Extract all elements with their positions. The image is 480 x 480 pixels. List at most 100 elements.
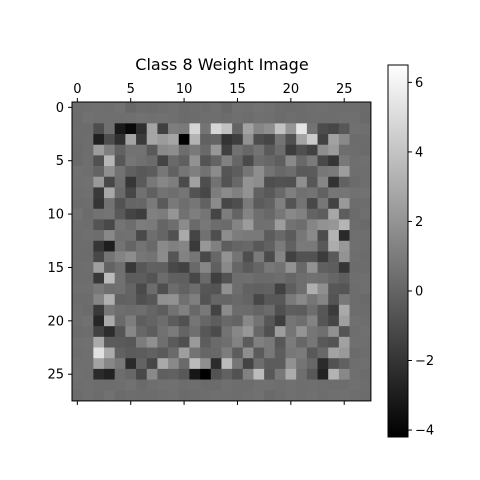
heatmap-cell bbox=[146, 240, 158, 252]
heatmap-cell bbox=[93, 219, 105, 231]
heatmap-cell bbox=[114, 283, 126, 295]
heatmap-cell bbox=[274, 251, 286, 263]
heatmap-cell bbox=[338, 155, 350, 167]
heatmap-cell bbox=[136, 272, 148, 284]
heatmap-cell bbox=[232, 198, 244, 210]
heatmap-cell bbox=[274, 134, 286, 146]
heatmap-cell bbox=[125, 379, 137, 391]
heatmap-cell bbox=[136, 379, 148, 391]
heatmap-cell bbox=[285, 144, 297, 156]
heatmap-cell bbox=[157, 251, 169, 263]
heatmap-cell bbox=[114, 272, 126, 284]
heatmap-cell bbox=[253, 358, 265, 370]
x-tick-label: 20 bbox=[283, 82, 300, 97]
heatmap-cell bbox=[136, 262, 148, 274]
heatmap-cell bbox=[306, 262, 318, 274]
heatmap-cell bbox=[253, 219, 265, 231]
heatmap-cell bbox=[349, 219, 361, 231]
heatmap-cell bbox=[104, 208, 116, 220]
heatmap-cell bbox=[189, 176, 201, 188]
heatmap-cell bbox=[189, 187, 201, 199]
heatmap-cell bbox=[82, 347, 94, 359]
heatmap-cell bbox=[104, 326, 116, 338]
heatmap-cell bbox=[210, 315, 222, 327]
heatmap-cell bbox=[178, 379, 190, 391]
heatmap-cell bbox=[264, 251, 276, 263]
heatmap-cell bbox=[104, 219, 116, 231]
heatmap-cell bbox=[338, 187, 350, 199]
heatmap-cell bbox=[242, 368, 254, 380]
heatmap-cell bbox=[306, 166, 318, 178]
heatmap-cell bbox=[317, 251, 329, 263]
heatmap-cell bbox=[210, 230, 222, 242]
heatmap-cell bbox=[306, 294, 318, 306]
heatmap-cell bbox=[328, 155, 340, 167]
heatmap-cell bbox=[82, 240, 94, 252]
heatmap-cell bbox=[253, 368, 265, 380]
heatmap-cell bbox=[317, 230, 329, 242]
heatmap-cell bbox=[338, 358, 350, 370]
heatmap-cell bbox=[338, 219, 350, 231]
heatmap-cell bbox=[189, 283, 201, 295]
heatmap-cell bbox=[232, 208, 244, 220]
heatmap-cell bbox=[146, 336, 158, 348]
heatmap-cell bbox=[317, 336, 329, 348]
heatmap-cell bbox=[349, 240, 361, 252]
heatmap-cell bbox=[253, 272, 265, 284]
heatmap-cell bbox=[125, 198, 137, 210]
y-tick-label: 25 bbox=[47, 368, 64, 383]
heatmap-cell bbox=[232, 155, 244, 167]
heatmap-cell bbox=[72, 379, 84, 391]
heatmap-cell bbox=[264, 390, 276, 402]
heatmap-cell bbox=[125, 368, 137, 380]
heatmap-cell bbox=[285, 230, 297, 242]
heatmap-cell bbox=[338, 368, 350, 380]
heatmap-cell bbox=[349, 326, 361, 338]
heatmap-cell bbox=[349, 251, 361, 263]
heatmap-cell bbox=[317, 262, 329, 274]
heatmap-cell bbox=[274, 283, 286, 295]
heatmap-cell bbox=[136, 251, 148, 263]
heatmap-cell bbox=[328, 240, 340, 252]
heatmap-cell bbox=[72, 390, 84, 402]
heatmap-cell bbox=[210, 347, 222, 359]
heatmap-cell bbox=[104, 240, 116, 252]
heatmap-cell bbox=[72, 144, 84, 156]
heatmap-cell bbox=[93, 304, 105, 316]
heatmap-cell bbox=[168, 368, 180, 380]
heatmap-cell bbox=[136, 294, 148, 306]
heatmap-cell bbox=[221, 272, 233, 284]
heatmap-cell bbox=[210, 304, 222, 316]
heatmap-cell bbox=[306, 187, 318, 199]
heatmap-cell bbox=[296, 112, 308, 124]
heatmap-cell bbox=[285, 326, 297, 338]
heatmap-cell bbox=[200, 123, 212, 135]
heatmap-cell bbox=[210, 166, 222, 178]
heatmap-cell bbox=[82, 283, 94, 295]
heatmap-cell bbox=[114, 262, 126, 274]
heatmap-cell bbox=[264, 336, 276, 348]
heatmap-cell bbox=[328, 230, 340, 242]
heatmap-cell bbox=[296, 358, 308, 370]
y-tick-label: 0 bbox=[56, 101, 64, 116]
heatmap-cell bbox=[114, 379, 126, 391]
heatmap-cell bbox=[104, 123, 116, 135]
heatmap-cell bbox=[93, 326, 105, 338]
heatmap-cell bbox=[338, 134, 350, 146]
colorbar-tick-label: −4 bbox=[415, 424, 434, 439]
heatmap-cell bbox=[285, 187, 297, 199]
heatmap-cell bbox=[221, 187, 233, 199]
heatmap-cell bbox=[285, 368, 297, 380]
heatmap-cell bbox=[210, 262, 222, 274]
heatmap-cell bbox=[104, 155, 116, 167]
heatmap-cell bbox=[264, 294, 276, 306]
heatmap-cell bbox=[157, 144, 169, 156]
heatmap-cell bbox=[221, 240, 233, 252]
heatmap-cell bbox=[349, 230, 361, 242]
heatmap-cell bbox=[328, 304, 340, 316]
heatmap-cell bbox=[125, 251, 137, 263]
heatmap-cell bbox=[125, 208, 137, 220]
heatmap-cell bbox=[146, 283, 158, 295]
heatmap-cell bbox=[93, 144, 105, 156]
heatmap-cell bbox=[338, 102, 350, 114]
